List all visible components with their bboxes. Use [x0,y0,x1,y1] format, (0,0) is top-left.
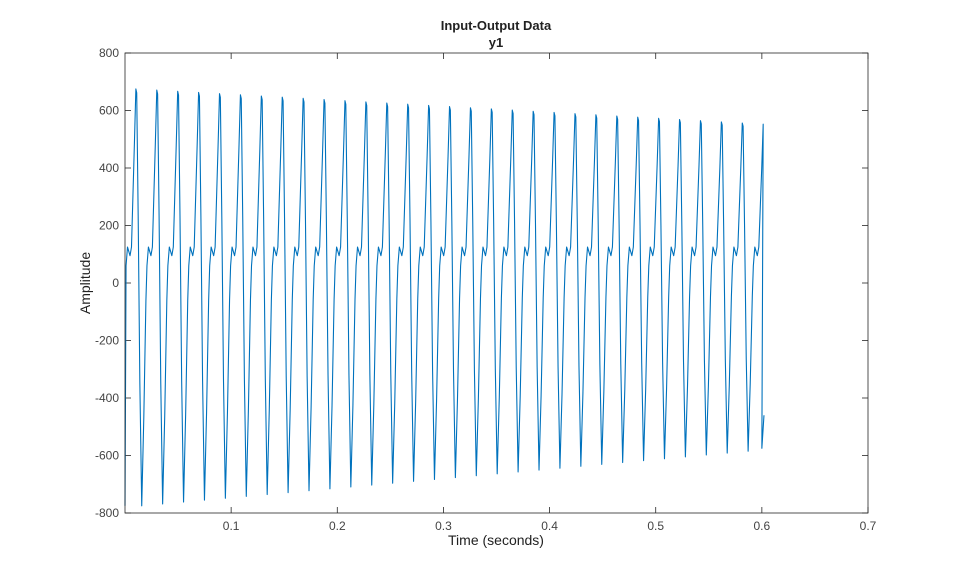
y-axis-label: Amplitude [77,252,93,314]
series-y1-line [124,88,765,507]
y-tick-label: 0 [112,276,119,290]
x-tick-label: 0.6 [754,519,771,533]
y-tick-label: 600 [99,104,119,118]
chart-title: Input-Output Data [441,18,552,33]
x-axis-label: Time (seconds) [448,532,544,548]
y-tick-label: -400 [95,391,119,405]
y-tick-label: 800 [99,46,119,60]
x-tick-label: 0.2 [329,519,346,533]
y-axis-ticks: 800 600 400 200 0 -200 -400 -600 -800 [95,46,868,520]
x-tick-label: 0.1 [223,519,240,533]
y-tick-label: -800 [95,506,119,520]
x-tick-label: 0.7 [860,519,877,533]
y-tick-label: 400 [99,161,119,175]
y-tick-label: -200 [95,334,119,348]
x-tick-label: 0.3 [435,519,452,533]
y-tick-label: -600 [95,449,119,463]
x-tick-label: 0.5 [647,519,664,533]
x-axis-ticks: 0.1 0.2 0.3 0.4 0.5 0.6 0.7 [223,53,877,533]
plot-frame [124,52,869,514]
chart-subtitle: y1 [489,35,503,50]
x-tick-label: 0.4 [541,519,558,533]
y-tick-label: 200 [99,219,119,233]
